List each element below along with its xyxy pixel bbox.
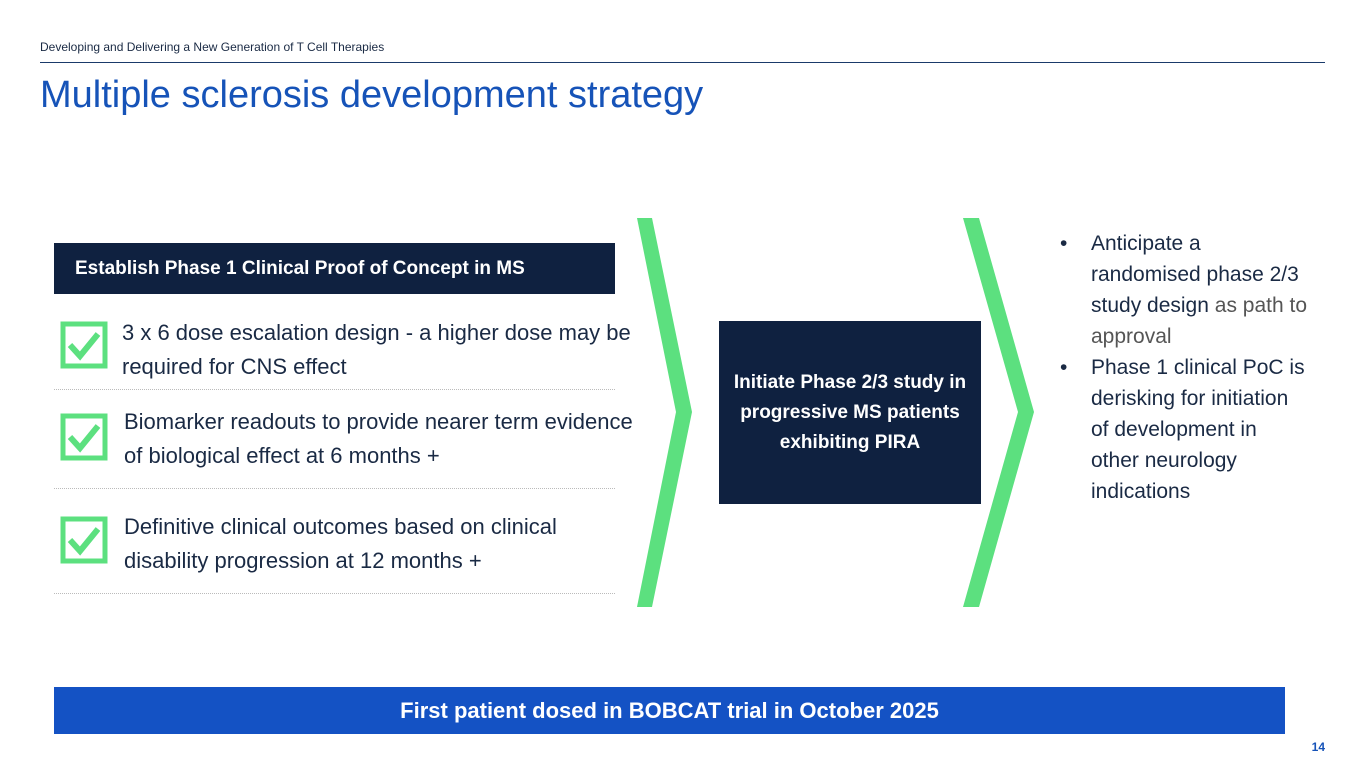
- banner: First patient dosed in BOBCAT trial in O…: [54, 687, 1285, 734]
- phase23-label: Initiate Phase 2/3 study in progressive …: [733, 371, 967, 453]
- bullet: Phase 1 clinical PoC is derisking for in…: [1058, 352, 1308, 507]
- outlook-bullets: Anticipate a randomised phase 2/3 study …: [1058, 228, 1308, 507]
- header-rule: [40, 62, 1325, 63]
- chevron: [637, 218, 692, 607]
- page-number: 14: [1311, 740, 1325, 754]
- bullet-text: Anticipate a randomised phase 2/3 study …: [1091, 232, 1299, 317]
- header-subtitle: Developing and Delivering a New Generati…: [40, 40, 385, 54]
- phase1-item: Biomarker readouts to provide nearer ter…: [124, 409, 633, 468]
- divider: [54, 488, 615, 489]
- phase1-item: 3 x 6 dose escalation design - a higher …: [122, 320, 631, 379]
- bullet-text: Phase 1 clinical PoC is derisking for in…: [1091, 356, 1305, 503]
- chevron: [963, 218, 1034, 607]
- phase1-heading: Establish Phase 1 Clinical Proof of Conc…: [54, 243, 615, 294]
- slide-title: Multiple sclerosis development strategy: [40, 74, 704, 116]
- divider: [54, 593, 615, 594]
- divider: [54, 389, 615, 390]
- phase23-box: Initiate Phase 2/3 study in progressive …: [719, 321, 981, 504]
- bullet: Anticipate a randomised phase 2/3 study …: [1058, 228, 1308, 352]
- checkboxes: [60, 321, 108, 564]
- bullet-muted: as path to approval: [1091, 294, 1307, 348]
- phase1-item: Definitive clinical outcomes based on cl…: [124, 514, 557, 573]
